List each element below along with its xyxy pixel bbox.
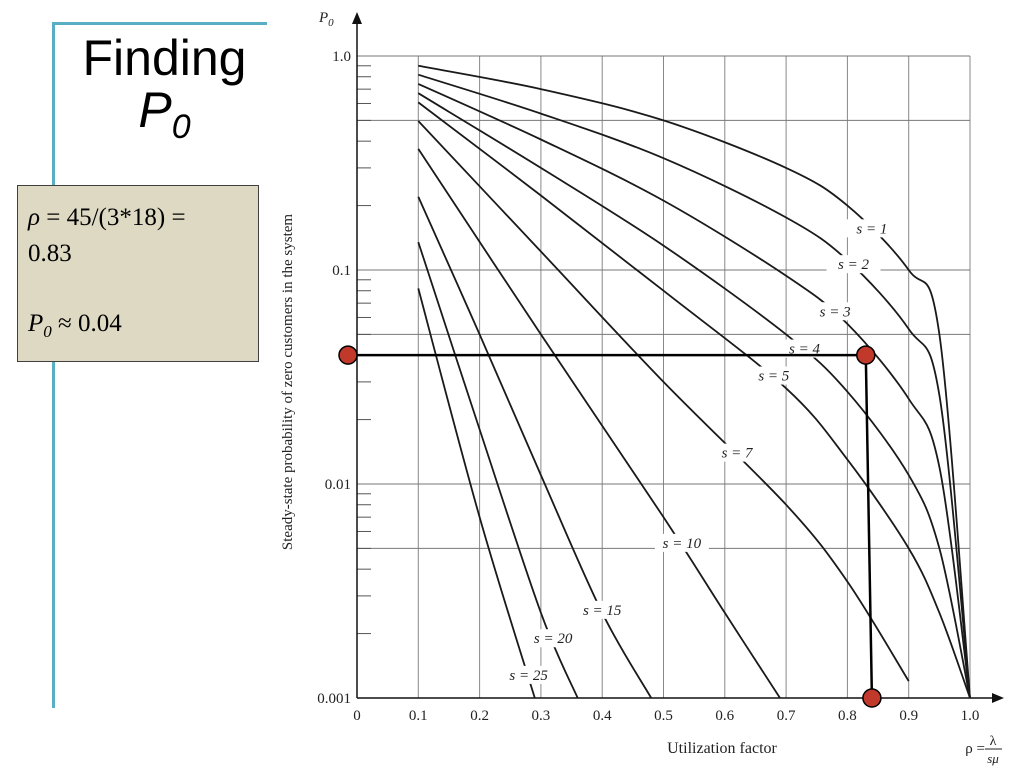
- annotation-marker-p0-axis: [338, 345, 358, 365]
- series-label-7: s = 15: [583, 603, 622, 619]
- x-tick-label-9: 0.9: [899, 708, 918, 724]
- chart-curves: [417, 64, 971, 699]
- series-label-bg-1: [826, 255, 881, 274]
- chart-axes: [352, 12, 1004, 703]
- x-axis-arrow: [992, 693, 1004, 703]
- series-label-1: s = 2: [838, 257, 869, 273]
- p-symbol: P: [28, 310, 44, 337]
- series-line-s6: [417, 120, 910, 682]
- x-tick-label-2: 0.2: [470, 708, 489, 724]
- series-label-8: s = 20: [534, 631, 573, 647]
- slide-frame-left: [52, 22, 55, 708]
- x-tick-label-4: 0.4: [593, 708, 612, 724]
- annotation-vertical-line: [864, 355, 874, 699]
- series-label-bg-5: [710, 443, 765, 462]
- x-tick-label-8: 0.8: [838, 708, 857, 724]
- series-line-s10: [417, 288, 536, 699]
- title-subscript: 0: [171, 108, 191, 146]
- y-axis-arrow: [352, 12, 362, 24]
- x-tick-label-7: 0.7: [777, 708, 796, 724]
- series-line-s9: [417, 241, 579, 699]
- title-symbol: P: [138, 82, 172, 138]
- series-label-bg-9: [501, 665, 556, 684]
- series-label-bg-0: [844, 219, 899, 238]
- series-line-s2: [418, 73, 971, 699]
- series-label-bg-2: [808, 302, 863, 321]
- y-axis-symbol: P0: [318, 10, 334, 29]
- x-tick-label-5: 0.5: [654, 708, 673, 724]
- x-tick-label-6: 0.6: [715, 708, 734, 724]
- series-label-bg-7: [575, 600, 630, 619]
- series-label-4: s = 5: [758, 369, 789, 385]
- x-axis-symbol-denominator: sμ: [987, 751, 999, 766]
- rho-symbol: ρ: [28, 204, 40, 231]
- note-line3: P0 ≈ 0.04: [28, 306, 250, 350]
- y-tick-label-0: 0.001: [317, 691, 351, 707]
- series-label-bg-8: [526, 629, 581, 648]
- series-label-bg-3: [777, 339, 832, 358]
- series-label-bg-4: [746, 366, 801, 385]
- series-label-bg-6: [654, 533, 709, 552]
- x-axis-label: Utilization factor: [667, 740, 777, 757]
- series-line-s7: [417, 148, 781, 699]
- x-tick-label-0: 0: [353, 708, 361, 724]
- series-label-0: s = 1: [856, 221, 887, 237]
- x-tick-label-3: 0.3: [532, 708, 551, 724]
- slide-title: Finding P0: [62, 32, 267, 153]
- x-tick-label-10: 1.0: [961, 708, 980, 724]
- x-axis-symbol: ρ =: [965, 741, 985, 757]
- series-label-6: s = 10: [663, 536, 702, 552]
- chart-grid: [357, 55, 971, 699]
- title-line2: P0: [62, 84, 267, 153]
- chart-annotation: [338, 345, 882, 708]
- series-line-s3: [417, 83, 971, 699]
- y-tick-label-2: 0.1: [332, 263, 351, 279]
- series-label-9: s = 25: [509, 668, 548, 684]
- annotation-marker-intersection: [856, 345, 876, 365]
- note-line1: ρ = 45/(3*18) =: [28, 200, 250, 236]
- chart-labels: 0 0.1 0.2 0.3 0.4 0.5 0.6 0.7 0.8 0.9 1.0 0.001 0.01…: [317, 10, 1002, 766]
- note-rho-formula: = 45/(3*18) =: [40, 204, 186, 231]
- calculation-note: ρ = 45/(3*18) = 0.83 P0 ≈ 0.04: [17, 185, 259, 362]
- series-line-s1: [418, 64, 971, 699]
- series-line-s4: [417, 92, 971, 699]
- y-tick-label-1: 0.01: [325, 477, 351, 493]
- note-line2: 0.83: [28, 240, 72, 267]
- y-axis-label: Steady-state probability of zero custome…: [280, 214, 296, 550]
- series-label-5: s = 7: [722, 446, 754, 462]
- series-label-3: s = 4: [789, 342, 820, 358]
- slide-frame-top: [52, 22, 267, 25]
- series-label-2: s = 3: [820, 304, 851, 320]
- x-axis-symbol-numerator: λ: [990, 734, 997, 749]
- series-line-s5: [417, 101, 971, 699]
- series-line-s8: [417, 196, 652, 699]
- p-subscript: 0: [43, 322, 52, 341]
- title-line1: Finding: [82, 30, 247, 86]
- annotation-marker-rho-axis: [862, 688, 882, 708]
- note-p0-value: ≈ 0.04: [51, 310, 122, 337]
- x-tick-label-1: 0.1: [409, 708, 428, 724]
- y-tick-label-3: 1.0: [332, 49, 351, 65]
